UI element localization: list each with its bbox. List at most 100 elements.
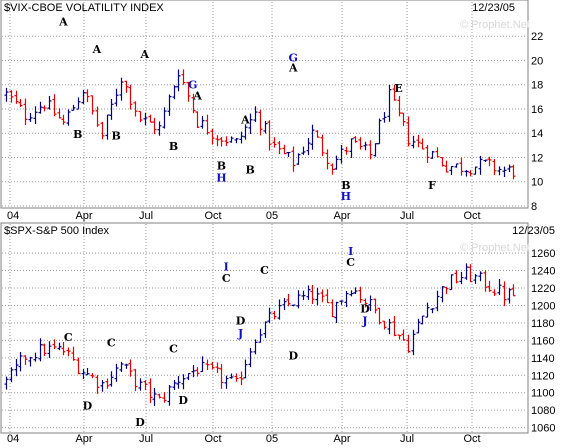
- up-bar: [382, 112, 387, 123]
- annotation-label: C: [260, 264, 269, 277]
- up-bar: [109, 99, 114, 120]
- y-tick-label: 18: [531, 80, 543, 92]
- down-bar: [195, 367, 200, 377]
- up-bar: [105, 114, 110, 140]
- y-tick-label: 1060: [531, 423, 555, 435]
- up-bar: [440, 286, 445, 303]
- down-bar: [277, 140, 282, 155]
- up-bar: [191, 364, 196, 378]
- up-bar: [473, 274, 478, 284]
- up-bar: [420, 315, 425, 325]
- up-bar: [344, 290, 349, 308]
- annotation-label: A: [58, 15, 68, 28]
- up-bar: [258, 328, 263, 343]
- annotation-label: A: [92, 43, 102, 56]
- annotation-label: A: [140, 48, 150, 61]
- up-bar: [291, 304, 296, 307]
- annotation-label: G: [188, 78, 197, 91]
- x-tick-label: 04: [7, 210, 19, 222]
- annotation-label: B: [245, 163, 254, 176]
- up-bar: [454, 163, 459, 168]
- vix-plot-frame: [0, 0, 529, 209]
- spx-chart-date: 12/23/05: [512, 225, 555, 237]
- down-bar: [95, 375, 100, 394]
- down-bar: [330, 163, 335, 175]
- up-bar: [483, 159, 488, 163]
- annotation-label: C: [222, 272, 231, 285]
- x-tick-label: Apr: [333, 433, 350, 445]
- up-bar: [349, 290, 354, 297]
- up-bar: [416, 318, 421, 334]
- up-bar: [234, 138, 239, 144]
- down-bar: [186, 81, 191, 102]
- down-bar: [239, 371, 244, 386]
- down-bar: [272, 310, 277, 320]
- up-bar: [449, 274, 454, 291]
- y-tick-label: 1100: [531, 388, 555, 400]
- annotation-label: D: [178, 394, 188, 407]
- annotation-label: J: [361, 315, 367, 328]
- up-bar: [162, 107, 167, 129]
- down-bar: [14, 90, 19, 104]
- down-bar: [90, 373, 95, 379]
- down-bar: [382, 320, 387, 330]
- down-bar: [444, 160, 449, 173]
- up-bar: [377, 118, 382, 145]
- down-bar: [124, 80, 129, 93]
- up-bar: [18, 351, 23, 372]
- up-bar: [229, 136, 234, 143]
- down-bar: [320, 289, 325, 303]
- annotation-label: G: [289, 52, 298, 65]
- up-bar: [181, 374, 186, 390]
- down-bar: [148, 114, 153, 123]
- x-tick-label: Oct: [463, 210, 480, 222]
- y-tick-label: 20: [531, 55, 543, 67]
- up-bar: [9, 367, 14, 383]
- y-tick-label: 1160: [531, 335, 555, 347]
- annotation-label: D: [135, 416, 145, 429]
- up-bar: [339, 144, 344, 164]
- spx-price-bars: [4, 263, 516, 406]
- up-bar: [411, 329, 416, 356]
- down-bar: [148, 378, 153, 404]
- down-bar: [191, 93, 196, 114]
- up-bar: [334, 155, 339, 170]
- up-bar: [435, 290, 440, 312]
- up-bar: [138, 378, 143, 391]
- x-tick-label: Jul: [400, 433, 414, 445]
- down-bar: [320, 134, 325, 157]
- y-tick-label: 1260: [531, 248, 555, 260]
- up-bar: [497, 279, 502, 295]
- up-bar: [239, 131, 244, 144]
- annotation-label: B: [73, 128, 82, 141]
- up-bar: [47, 341, 52, 358]
- down-bar: [272, 137, 277, 148]
- down-bar: [492, 289, 497, 296]
- up-bar: [38, 101, 43, 114]
- down-bar: [401, 112, 406, 127]
- spx-y-axis: 1060 1080 1100 1120 1140 1160 1180 1200 1220 1240…: [531, 248, 555, 435]
- up-bar: [373, 143, 378, 157]
- down-bar: [406, 334, 411, 353]
- up-bar: [263, 120, 268, 134]
- up-bar: [152, 388, 157, 406]
- down-bar: [18, 98, 23, 107]
- down-bar: [492, 159, 497, 176]
- up-bar: [200, 116, 205, 129]
- down-bar: [397, 96, 402, 117]
- down-bar: [511, 284, 516, 297]
- annotation-label: I: [348, 245, 353, 258]
- up-bar: [306, 285, 311, 300]
- down-bar: [66, 347, 71, 357]
- annotation-label: B: [217, 160, 226, 173]
- down-bar: [459, 157, 464, 176]
- up-bar: [301, 290, 306, 300]
- down-bar: [420, 138, 425, 150]
- down-bar: [330, 299, 335, 318]
- y-tick-label: 14: [531, 128, 543, 140]
- y-tick-label: 1140: [531, 353, 555, 365]
- up-bar: [200, 356, 205, 373]
- up-bar: [28, 113, 33, 122]
